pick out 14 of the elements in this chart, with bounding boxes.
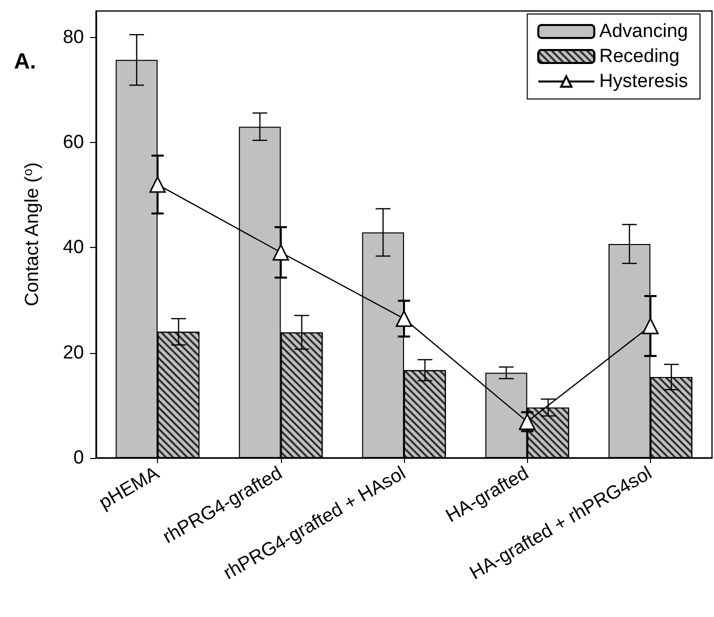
point [272, 244, 290, 261]
y-tick-label: 60 [62, 132, 84, 153]
legend-label: Advancing [599, 21, 688, 42]
text: A. [14, 48, 36, 74]
y-axis-title: Contact Angle (o) [20, 162, 43, 306]
point [149, 176, 166, 193]
legend-label: Hysteresis [599, 71, 688, 92]
y-tick-label: 20 [62, 342, 84, 364]
point [642, 318, 659, 334]
y-tick-label: 40 [62, 237, 84, 258]
y-tick-label: 0 [73, 448, 84, 468]
legend-label: Receding [599, 46, 680, 67]
point [396, 310, 412, 327]
y-tick-label: 80 [62, 26, 84, 48]
